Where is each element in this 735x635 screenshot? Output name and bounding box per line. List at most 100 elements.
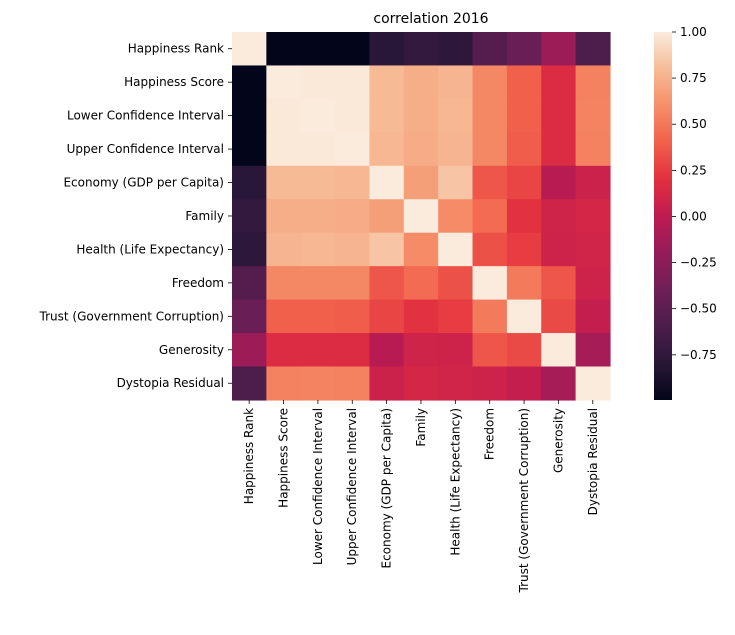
heatmap-cell <box>403 132 439 167</box>
heatmap-cell <box>575 165 611 200</box>
y-tick-label: Family <box>185 209 224 223</box>
colorbar: 1.00 0.75 0.50 0.25 0.00 −0.25 −0.50 −0.75 <box>654 25 717 400</box>
heatmap-cell <box>403 333 439 368</box>
colorbar-tick-label: −0.75 <box>680 348 717 362</box>
y-tick-label: Generosity <box>159 343 224 357</box>
colorbar-tick-label: 0.00 <box>680 209 707 223</box>
heatmap-cell <box>266 333 302 368</box>
heatmap-cell <box>472 199 508 234</box>
heatmap-cell <box>335 98 371 133</box>
heatmap-cell <box>232 366 267 401</box>
heatmap-cell <box>438 32 474 67</box>
heatmap-cell <box>300 232 336 267</box>
heatmap-cell <box>472 232 508 267</box>
heatmap-cell <box>300 333 336 368</box>
x-tick-label: Health (Life Expectancy) <box>448 408 462 556</box>
heatmap-cell <box>335 366 371 401</box>
heatmap-cell <box>506 132 542 167</box>
heatmap-cell <box>232 32 267 67</box>
heatmap-cell <box>300 65 336 100</box>
heatmap-cell <box>438 232 474 267</box>
heatmap-cell <box>438 266 474 301</box>
x-tick-label: Upper Confidence Interval <box>345 408 359 565</box>
heatmap-cell <box>506 232 542 267</box>
heatmap-cell <box>403 299 439 334</box>
x-tick-label: Trust (Government Corruption) <box>517 408 531 593</box>
colorbar-tick-label: 0.50 <box>680 117 707 131</box>
colorbar-ticks: 1.00 0.75 0.50 0.25 0.00 −0.25 −0.50 −0.75 <box>672 25 717 362</box>
heatmap-cell <box>232 132 267 167</box>
heatmap-cell <box>369 199 405 234</box>
heatmap-cell <box>403 266 439 301</box>
x-tick-label: Happiness Rank <box>242 408 256 504</box>
y-tick-label: Dystopia Residual <box>117 376 224 390</box>
heatmap-cell <box>300 266 336 301</box>
y-tick-label: Upper Confidence Interval <box>67 142 224 156</box>
heatmap-cell <box>300 299 336 334</box>
heatmap-cell <box>403 199 439 234</box>
heatmap-cells <box>232 32 611 401</box>
heatmap-cell <box>506 165 542 200</box>
y-tick-label: Happiness Score <box>124 75 224 89</box>
heatmap-cell <box>232 266 267 301</box>
heatmap-cell <box>575 333 611 368</box>
heatmap-cell <box>438 65 474 100</box>
heatmap-cell <box>472 333 508 368</box>
heatmap-cell <box>335 333 371 368</box>
colorbar-gradient <box>654 32 672 400</box>
heatmap-cell <box>575 65 611 100</box>
heatmap-cell <box>541 165 577 200</box>
heatmap-cell <box>335 32 371 67</box>
heatmap-cell <box>541 366 577 401</box>
heatmap-cell <box>541 299 577 334</box>
heatmap-cell <box>575 32 611 67</box>
heatmap-cell <box>300 199 336 234</box>
heatmap-cell <box>438 199 474 234</box>
heatmap-cell <box>232 65 267 100</box>
heatmap-cell <box>266 299 302 334</box>
heatmap-cell <box>403 165 439 200</box>
heatmap-cell <box>403 366 439 401</box>
x-tick-label: Freedom <box>483 408 497 460</box>
heatmap-cell <box>369 132 405 167</box>
heatmap-cell <box>506 333 542 368</box>
heatmap-cell <box>266 65 302 100</box>
heatmap-cell <box>369 266 405 301</box>
heatmap-cell <box>369 333 405 368</box>
y-tick-label: Trust (Government Corruption) <box>39 309 224 323</box>
colorbar-tick-label: 0.75 <box>680 71 707 85</box>
heatmap-cell <box>575 98 611 133</box>
heatmap-cell <box>541 266 577 301</box>
heatmap-cell <box>403 32 439 67</box>
heatmap-cell <box>232 199 267 234</box>
heatmap-cell <box>403 65 439 100</box>
heatmap-cell <box>300 132 336 167</box>
heatmap-cell <box>438 366 474 401</box>
colorbar-tick-label: 1.00 <box>680 25 707 39</box>
x-axis-tick-labels: Happiness Rank Happiness Score Lower Confi… <box>242 399 600 593</box>
heatmap-cell <box>472 132 508 167</box>
y-tick-label: Economy (GDP per Capita) <box>63 176 224 190</box>
heatmap-cell <box>506 299 542 334</box>
x-tick-label: Economy (GDP per Capita) <box>380 408 394 569</box>
heatmap-cell <box>369 98 405 133</box>
heatmap-cell <box>575 199 611 234</box>
heatmap-cell <box>472 32 508 67</box>
heatmap-cell <box>438 165 474 200</box>
heatmap-cell <box>232 333 267 368</box>
heatmap-cell <box>232 299 267 334</box>
colorbar-tick-label: 0.25 <box>680 163 707 177</box>
heatmap-cell <box>266 32 302 67</box>
heatmap-cell <box>506 366 542 401</box>
heatmap-cell <box>266 232 302 267</box>
heatmap-cell <box>575 232 611 267</box>
heatmap-cell <box>541 98 577 133</box>
y-tick-label: Lower Confidence Interval <box>67 109 224 123</box>
y-tick-label: Health (Life Expectancy) <box>76 242 224 256</box>
x-tick-label: Family <box>414 408 428 447</box>
heatmap-cell <box>506 65 542 100</box>
heatmap-cell <box>300 165 336 200</box>
x-tick-label: Happiness Score <box>277 408 291 508</box>
heatmap-cell <box>232 98 267 133</box>
heatmap-cell <box>300 366 336 401</box>
